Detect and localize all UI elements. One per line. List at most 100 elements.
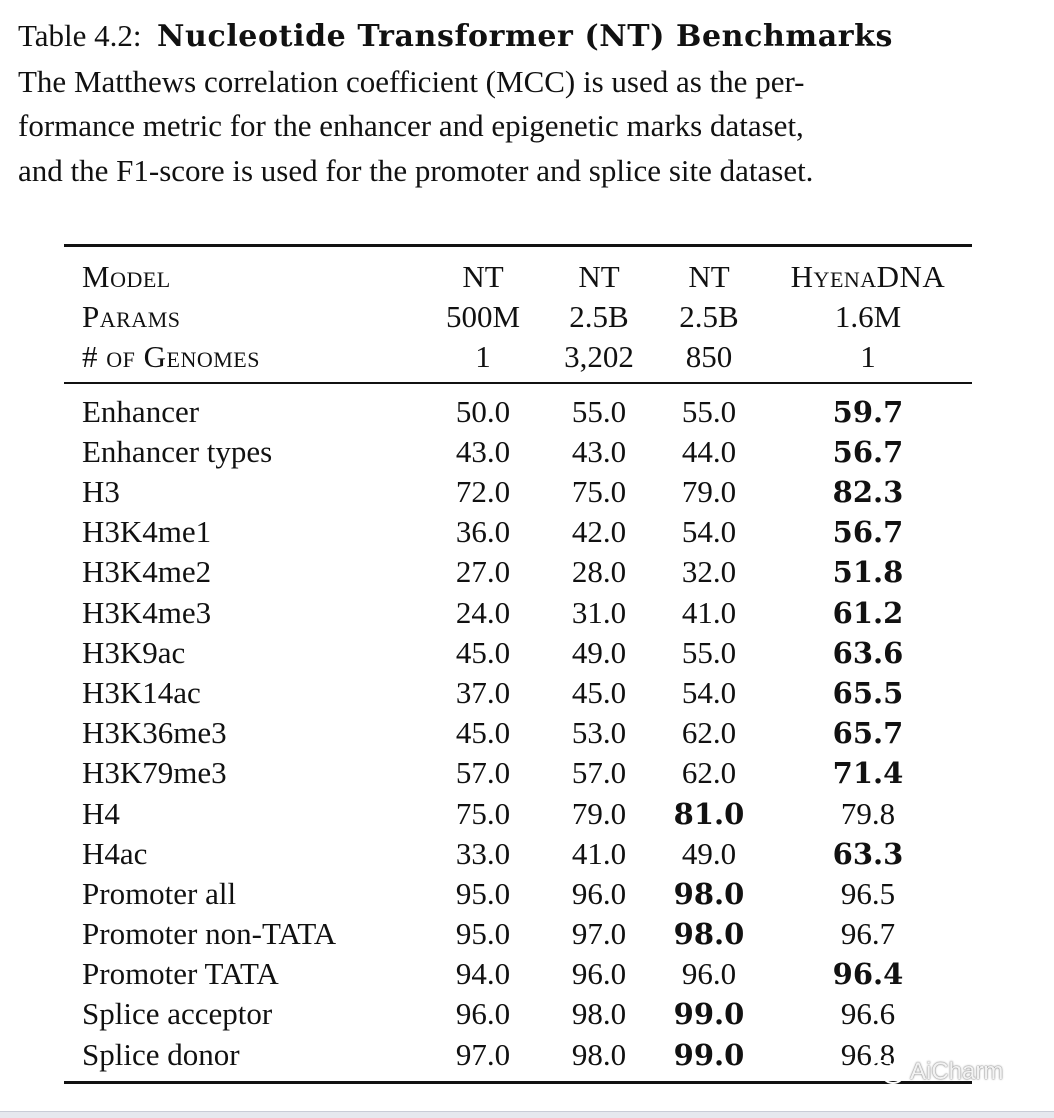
score-cell: 49.0 xyxy=(681,835,737,871)
row-label: Splice donor xyxy=(82,1036,240,1072)
row-label: H4ac xyxy=(82,835,148,871)
score-cell: 50.0 xyxy=(455,393,511,429)
score-cell: 96.8 xyxy=(840,1036,896,1072)
score-cell: 79.0 xyxy=(681,474,737,510)
best-score-cell: 56.7 xyxy=(832,434,904,469)
score-cell: 27.0 xyxy=(455,554,511,590)
score-cell: 62.0 xyxy=(681,715,737,751)
score-cell: 42.0 xyxy=(571,514,627,550)
wechat-icon xyxy=(869,1060,904,1084)
score-cell: 54.0 xyxy=(681,514,737,550)
watermark: AiCharm xyxy=(868,1058,1003,1086)
row-label: H3 xyxy=(82,474,120,510)
score-cell: 45.0 xyxy=(455,715,511,751)
table-row: Enhancer types 43.0 43.0 44.0 56.7 xyxy=(64,432,972,472)
best-score-cell: 81.0 xyxy=(673,796,745,831)
table-row: H3K4me2 27.0 28.0 32.0 51.8 xyxy=(64,552,972,592)
table-row: H3K79me3 57.0 57.0 62.0 71.4 xyxy=(64,753,972,793)
row-label: H3K36me3 xyxy=(82,715,227,751)
table-row: H4ac 33.0 41.0 49.0 63.3 xyxy=(64,834,972,874)
score-cell: 37.0 xyxy=(455,674,511,710)
caption-line-1: The Matthews correlation coefficient (MC… xyxy=(18,63,805,99)
score-cell: 96.6 xyxy=(840,996,896,1032)
table-row: H3K36me3 45.0 53.0 62.0 65.7 xyxy=(64,713,972,753)
score-cell: 45.0 xyxy=(571,674,627,710)
score-cell: 43.0 xyxy=(455,433,511,469)
score-cell: 55.0 xyxy=(571,393,627,429)
best-score-cell: 99.0 xyxy=(673,997,745,1032)
header-cell: 2.5B xyxy=(569,299,629,335)
best-score-cell: 99.0 xyxy=(673,1037,745,1072)
row-label: H3K79me3 xyxy=(82,755,227,791)
header-cell: 3,202 xyxy=(564,339,634,375)
header-cell: 1.6M xyxy=(834,299,902,335)
table-row: Promoter non-TATA 95.0 97.0 98.0 96.7 xyxy=(64,914,972,954)
header-cell: NT xyxy=(462,259,504,295)
caption-line-2: formance metric for the enhancer and epi… xyxy=(18,108,804,143)
score-cell: 32.0 xyxy=(681,554,737,590)
score-cell: 57.0 xyxy=(571,755,627,791)
watermark-text: AiCharm xyxy=(910,1058,1004,1085)
caption-label: Table 4.2: xyxy=(18,18,142,53)
table-row: Promoter all 95.0 96.0 98.0 96.5 xyxy=(64,874,972,914)
score-cell: 43.0 xyxy=(571,433,627,469)
best-score-cell: 59.7 xyxy=(832,394,904,429)
header-cell: 1 xyxy=(860,339,876,375)
table-row: H3K9ac 45.0 49.0 55.0 63.6 xyxy=(64,633,972,673)
caption-title: Nucleotide Transformer (NT) Benchmarks xyxy=(157,19,894,54)
score-cell: 55.0 xyxy=(681,634,737,670)
score-cell: 96.7 xyxy=(840,916,896,952)
best-score-cell: 98.0 xyxy=(673,917,745,952)
best-score-cell: 71.4 xyxy=(832,756,904,791)
score-cell: 79.0 xyxy=(571,795,627,831)
table-caption: Table 4.2: Nucleotide Transformer (NT) B… xyxy=(18,14,1018,193)
header-label: Params xyxy=(82,299,181,335)
header-label: # of Genomes xyxy=(82,339,260,375)
table-row: Splice donor 97.0 98.0 99.0 96.8 xyxy=(64,1035,972,1075)
row-label: H4 xyxy=(82,795,120,831)
table-row: H3 72.0 75.0 79.0 82.3 xyxy=(64,472,972,512)
row-label: H3K4me2 xyxy=(82,554,212,590)
score-cell: 75.0 xyxy=(455,795,511,831)
score-cell: 49.0 xyxy=(571,634,627,670)
header-cell: NT xyxy=(578,259,620,295)
row-label: Splice acceptor xyxy=(82,996,273,1032)
header-cell: 1 xyxy=(475,339,491,375)
score-cell: 96.5 xyxy=(840,875,896,911)
score-cell: 79.8 xyxy=(840,795,896,831)
table-row: H4 75.0 79.0 81.0 79.8 xyxy=(64,793,972,833)
row-label: H3K4me3 xyxy=(82,594,212,630)
score-cell: 24.0 xyxy=(455,594,511,630)
header-cell: 850 xyxy=(685,339,733,375)
table-header: Model NT NT NT HyenaDNA Params 500M 2.5B 2.5B 1.6… xyxy=(64,257,972,378)
mid-rule xyxy=(64,381,972,384)
table-row: Promoter TATA 94.0 96.0 96.0 96.4 xyxy=(64,954,972,994)
table-row: H3K4me3 24.0 31.0 41.0 61.2 xyxy=(64,593,972,633)
score-cell: 95.0 xyxy=(455,916,511,952)
benchmark-table: Model NT NT NT HyenaDNA Params 500M 2.5B 2.5B 1.6… xyxy=(64,244,972,1084)
score-cell: 72.0 xyxy=(455,474,511,510)
header-cell: NT xyxy=(688,259,730,295)
best-score-cell: 63.3 xyxy=(832,836,904,871)
score-cell: 96.0 xyxy=(455,996,511,1032)
best-score-cell: 96.4 xyxy=(832,957,904,992)
score-cell: 54.0 xyxy=(681,674,737,710)
score-cell: 33.0 xyxy=(455,835,511,871)
score-cell: 41.0 xyxy=(571,835,627,871)
best-score-cell: 63.6 xyxy=(832,635,904,670)
header-cell: 500M xyxy=(445,299,521,335)
score-cell: 96.0 xyxy=(571,956,627,992)
table-body: Enhancer 50.0 55.0 55.0 59.7 Enhancer types 43… xyxy=(64,392,972,1075)
score-cell: 75.0 xyxy=(571,474,627,510)
table-row: Enhancer 50.0 55.0 55.0 59.7 xyxy=(64,392,972,432)
row-label: H3K14ac xyxy=(82,674,201,710)
score-cell: 97.0 xyxy=(455,1036,511,1072)
score-cell: 55.0 xyxy=(681,393,737,429)
best-score-cell: 65.7 xyxy=(832,716,904,751)
best-score-cell: 98.0 xyxy=(673,876,745,911)
window-bottom-bar xyxy=(0,1111,1054,1118)
caption-line-3: and the F1-score is used for the promote… xyxy=(18,152,814,188)
score-cell: 98.0 xyxy=(571,996,627,1032)
score-cell: 96.0 xyxy=(681,956,737,992)
table-row: H3K14ac 37.0 45.0 54.0 65.5 xyxy=(64,673,972,713)
